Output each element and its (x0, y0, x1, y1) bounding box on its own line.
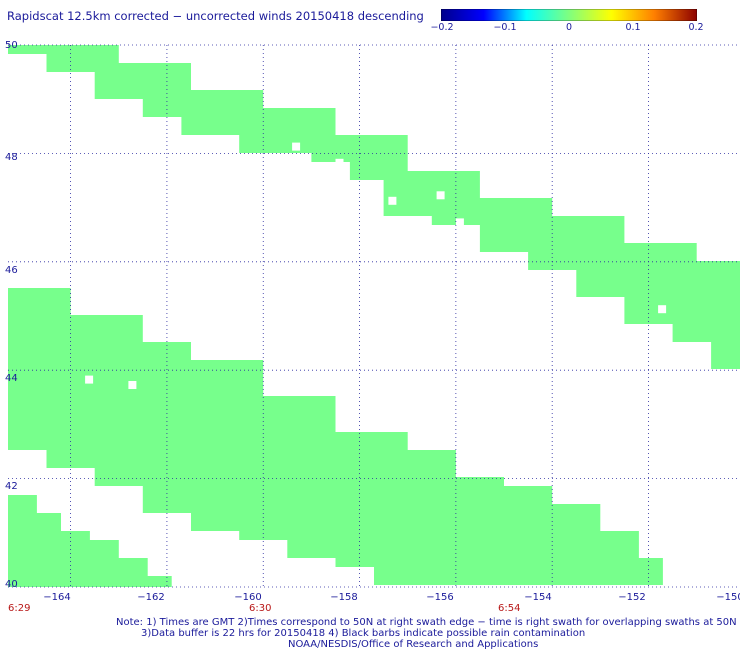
colorbar-tick-label: 0 (565, 22, 573, 33)
lat-label: 44 (5, 373, 18, 384)
colorbar-tick-label: 0.1 (625, 22, 641, 33)
lon-label: −156 (426, 592, 454, 603)
data-gap (292, 142, 301, 151)
lon-label: −164 (43, 592, 71, 603)
colorbar-tick-label: 0.2 (688, 22, 704, 33)
map-plot-area (8, 44, 740, 588)
lon-label: −160 (234, 592, 262, 603)
time-label: 6:29 (8, 603, 31, 614)
data-gap (658, 305, 667, 314)
lon-label: −162 (137, 592, 165, 603)
lat-label: 50 (5, 40, 18, 51)
data-gap (436, 191, 445, 200)
swath-2 (8, 495, 172, 587)
data-gap (128, 381, 137, 389)
data-gap (455, 218, 464, 227)
lon-label: −150 (716, 592, 740, 603)
map-title: Rapidscat 12.5km corrected − uncorrected… (7, 9, 424, 23)
lon-label: −158 (330, 592, 358, 603)
data-gap (335, 158, 344, 167)
swath-1 (8, 288, 663, 585)
note-line-1: Note: 1) Times are GMT 2)Times correspon… (116, 617, 737, 628)
swath-0 (8, 45, 740, 378)
time-label: 6:54 (498, 603, 521, 614)
credit-line: NOAA/NESDIS/Office of Research and Appli… (288, 639, 539, 650)
lon-label: −152 (618, 592, 646, 603)
colorbar-tick-label: −0.1 (493, 22, 517, 33)
colorbar-tick-label: −0.2 (430, 22, 454, 33)
data-gap (388, 196, 397, 205)
gap-layer (85, 142, 667, 389)
lat-label: 42 (5, 481, 18, 492)
lon-label: −154 (524, 592, 552, 603)
colorbar (441, 9, 697, 21)
lat-label: 40 (5, 579, 18, 590)
note-line-2: 3)Data buffer is 22 hrs for 20150418 4) … (141, 628, 586, 639)
time-label: 6:30 (249, 603, 272, 614)
swath-layer (8, 45, 740, 587)
lat-label: 48 (5, 152, 18, 163)
data-gap (85, 375, 94, 384)
lat-label: 46 (5, 265, 18, 276)
